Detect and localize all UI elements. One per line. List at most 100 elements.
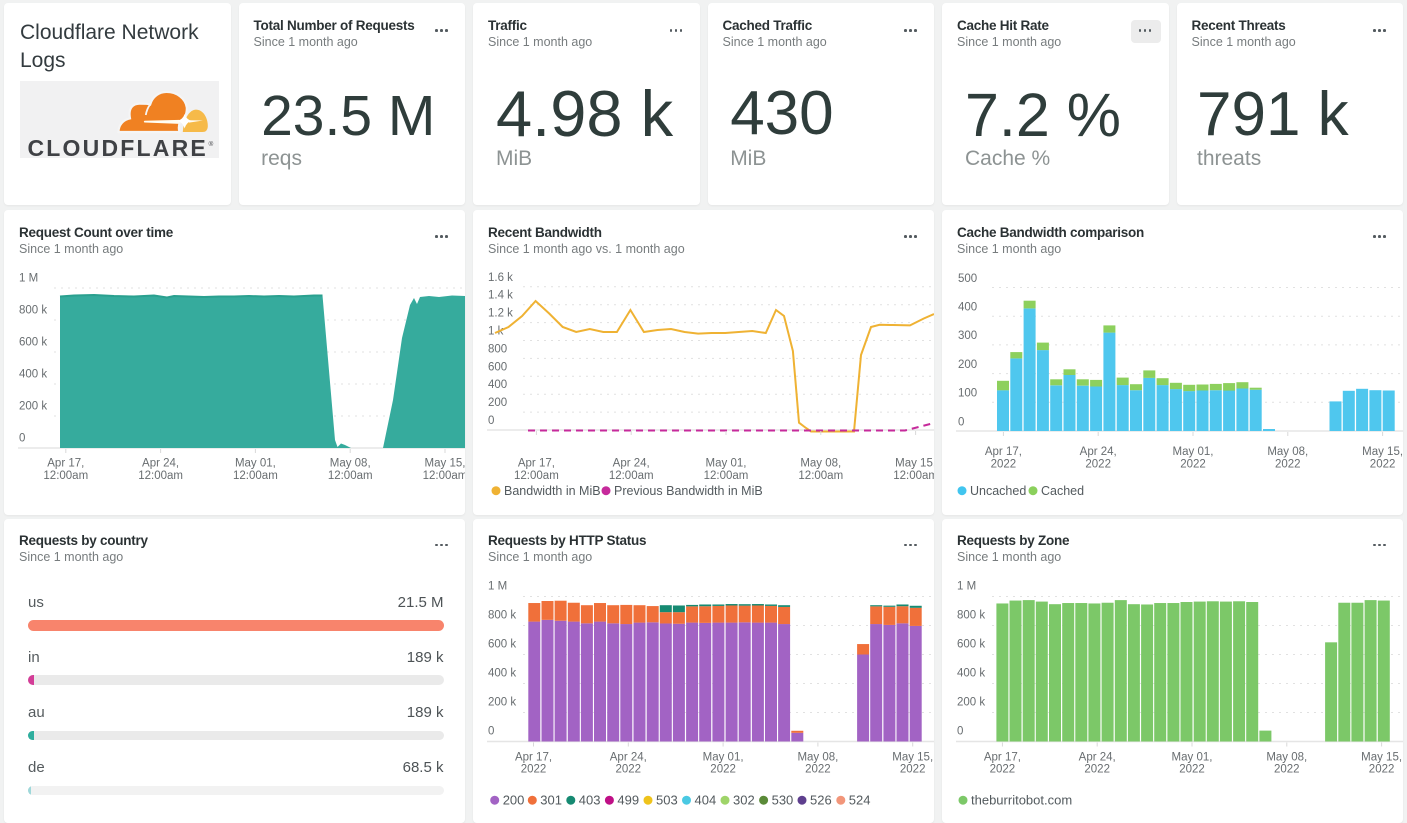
svg-text:800 k: 800 k <box>488 609 516 621</box>
svg-text:Apr 17,: Apr 17, <box>515 751 552 763</box>
svg-text:Cached: Cached <box>1041 484 1084 498</box>
svg-text:12:00am: 12:00am <box>798 470 843 482</box>
svg-text:Apr 24,: Apr 24, <box>142 458 179 470</box>
svg-text:600 k: 600 k <box>488 638 516 650</box>
svg-text:12:00am: 12:00am <box>43 470 88 482</box>
svg-text:302: 302 <box>733 792 755 807</box>
svg-text:Apr 17,: Apr 17, <box>984 751 1021 763</box>
svg-text:May 01,: May 01, <box>706 458 747 470</box>
svg-text:2022: 2022 <box>1274 763 1300 775</box>
svg-text:2022: 2022 <box>805 763 831 775</box>
svg-text:May 01,: May 01, <box>703 751 744 763</box>
svg-text:2022: 2022 <box>990 763 1016 775</box>
svg-text:May 15,: May 15, <box>1361 751 1402 763</box>
svg-text:®: ® <box>208 140 213 148</box>
svg-text:Uncached: Uncached <box>970 484 1026 498</box>
svg-text:May 08,: May 08, <box>800 458 841 470</box>
svg-text:May 01,: May 01, <box>1172 751 1213 763</box>
svg-text:1 k: 1 k <box>488 326 504 338</box>
svg-text:100: 100 <box>958 388 977 400</box>
svg-text:800 k: 800 k <box>957 609 985 621</box>
svg-text:12:00am: 12:00am <box>893 470 934 482</box>
svg-text:200 k: 200 k <box>488 696 516 708</box>
svg-text:Apr 24,: Apr 24, <box>613 458 650 470</box>
svg-text:Apr 17,: Apr 17, <box>985 446 1022 458</box>
svg-text:301: 301 <box>540 792 562 807</box>
svg-text:404: 404 <box>695 792 717 807</box>
svg-text:800: 800 <box>488 343 507 355</box>
svg-text:theburritobot.com: theburritobot.com <box>971 792 1072 807</box>
svg-text:2022: 2022 <box>1179 763 1205 775</box>
svg-text:400: 400 <box>488 379 507 391</box>
svg-text:Previous Bandwidth in MiB: Previous Bandwidth in MiB <box>614 484 763 498</box>
svg-text:2022: 2022 <box>1085 459 1111 471</box>
svg-text:1.6 k: 1.6 k <box>488 272 513 284</box>
svg-text:May 15,: May 15, <box>892 751 933 763</box>
svg-text:0: 0 <box>958 416 964 428</box>
svg-text:1.2 k: 1.2 k <box>488 308 513 320</box>
svg-text:May 15,: May 15, <box>1362 446 1403 458</box>
svg-text:Bandwidth in MiB: Bandwidth in MiB <box>504 484 601 498</box>
svg-text:2022: 2022 <box>1369 763 1395 775</box>
svg-text:12:00am: 12:00am <box>514 470 559 482</box>
svg-text:12:00am: 12:00am <box>609 470 654 482</box>
svg-text:Apr 17,: Apr 17, <box>47 458 84 470</box>
svg-text:Apr 17,: Apr 17, <box>518 458 555 470</box>
svg-text:2022: 2022 <box>991 459 1017 471</box>
svg-text:0: 0 <box>957 725 963 737</box>
svg-text:1 M: 1 M <box>957 580 976 592</box>
svg-text:Apr 24,: Apr 24, <box>1080 446 1117 458</box>
svg-text:600 k: 600 k <box>19 337 47 349</box>
svg-text:2022: 2022 <box>521 763 547 775</box>
svg-text:499: 499 <box>617 792 639 807</box>
svg-text:May 01,: May 01, <box>1173 446 1214 458</box>
svg-text:2022: 2022 <box>710 763 736 775</box>
svg-text:CLOUDFLARE: CLOUDFLARE <box>27 135 207 158</box>
svg-text:200: 200 <box>958 359 977 371</box>
svg-text:12:00am: 12:00am <box>233 470 278 482</box>
svg-text:1 M: 1 M <box>19 273 38 285</box>
svg-text:400: 400 <box>958 302 977 314</box>
svg-text:530: 530 <box>772 792 794 807</box>
svg-text:12:00am: 12:00am <box>328 470 373 482</box>
svg-text:May 08,: May 08, <box>330 458 371 470</box>
svg-text:May 08,: May 08, <box>1266 751 1307 763</box>
svg-text:503: 503 <box>656 792 678 807</box>
svg-text:2022: 2022 <box>900 763 926 775</box>
svg-text:400 k: 400 k <box>19 369 47 381</box>
svg-text:0: 0 <box>19 433 25 445</box>
svg-text:1 M: 1 M <box>488 580 507 592</box>
svg-text:2022: 2022 <box>1180 459 1206 471</box>
svg-text:403: 403 <box>579 792 601 807</box>
svg-text:0: 0 <box>488 415 494 427</box>
svg-text:May 01,: May 01, <box>235 458 276 470</box>
svg-text:200: 200 <box>488 397 507 409</box>
svg-text:800 k: 800 k <box>19 305 47 317</box>
svg-text:1.4 k: 1.4 k <box>488 290 513 302</box>
svg-text:524: 524 <box>849 792 871 807</box>
svg-text:Apr 24,: Apr 24, <box>1079 751 1116 763</box>
svg-text:200: 200 <box>503 792 525 807</box>
svg-text:2022: 2022 <box>1084 763 1110 775</box>
svg-text:12:00am: 12:00am <box>138 470 183 482</box>
svg-text:526: 526 <box>810 792 832 807</box>
svg-text:2022: 2022 <box>1275 459 1301 471</box>
svg-text:May 08,: May 08, <box>797 751 838 763</box>
svg-text:2022: 2022 <box>1370 459 1396 471</box>
svg-text:12:00am: 12:00am <box>704 470 749 482</box>
svg-text:2022: 2022 <box>616 763 642 775</box>
svg-text:0: 0 <box>488 725 494 737</box>
svg-text:500: 500 <box>958 273 977 285</box>
svg-text:May 15,: May 15, <box>895 458 934 470</box>
svg-text:600: 600 <box>488 361 507 373</box>
svg-text:200 k: 200 k <box>957 696 985 708</box>
svg-text:600 k: 600 k <box>957 638 985 650</box>
svg-text:200 k: 200 k <box>19 401 47 413</box>
svg-text:400 k: 400 k <box>488 667 516 679</box>
svg-text:Apr 24,: Apr 24, <box>610 751 647 763</box>
svg-text:300: 300 <box>958 330 977 342</box>
svg-text:12:00am: 12:00am <box>423 470 465 482</box>
svg-text:May 15,: May 15, <box>425 458 465 470</box>
svg-text:May 08,: May 08, <box>1267 446 1308 458</box>
svg-text:400 k: 400 k <box>957 667 985 679</box>
